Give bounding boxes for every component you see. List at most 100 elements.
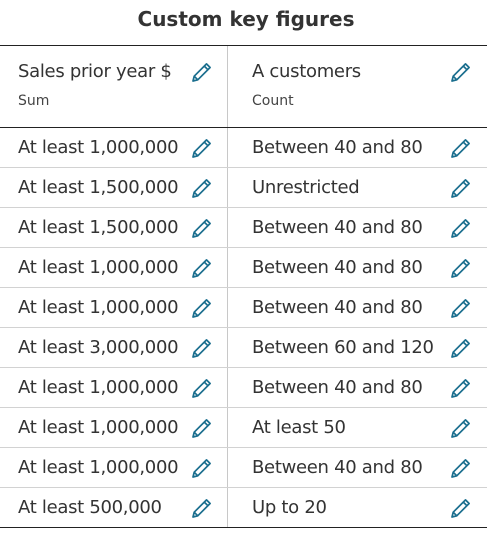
edit-customers-button[interactable]: [449, 376, 473, 400]
edit-sales-button[interactable]: [190, 256, 214, 280]
customers-cell: Between 40 and 80: [228, 288, 487, 327]
edit-sales-button[interactable]: [190, 456, 214, 480]
edit-sales-button[interactable]: [190, 136, 214, 160]
table-row: At least 1,500,000 Unrestricted: [0, 168, 487, 208]
customers-value: Between 40 and 80: [252, 137, 423, 158]
pencil-icon: [192, 339, 211, 358]
pencil-icon: [451, 459, 470, 478]
customers-value: Between 40 and 80: [252, 297, 423, 318]
edit-customers-button[interactable]: [449, 296, 473, 320]
table-row: At least 1,500,000 Between 40 and 80: [0, 208, 487, 248]
table-row: At least 3,000,000 Between 60 and 120: [0, 328, 487, 368]
pencil-icon: [451, 339, 470, 358]
sales-cell: At least 1,000,000: [0, 288, 228, 327]
column-header-sublabel: Count: [252, 93, 294, 109]
table-body: At least 1,000,000 Between 40 and 80 At le…: [0, 128, 487, 528]
sales-value: At least 3,000,000: [18, 337, 179, 358]
pencil-icon: [192, 419, 211, 438]
pencil-icon: [451, 419, 470, 438]
table-row: At least 1,000,000 Between 40 and 80: [0, 368, 487, 408]
column-header-customers: A customers Count: [228, 46, 487, 127]
page-title: Custom key figures: [137, 7, 355, 31]
sales-cell: At least 1,500,000: [0, 168, 228, 207]
edit-customers-button[interactable]: [449, 216, 473, 240]
table-row: At least 1,000,000 Between 40 and 80: [0, 128, 487, 168]
edit-customers-button[interactable]: [449, 456, 473, 480]
customers-value: Between 40 and 80: [252, 257, 423, 278]
sales-cell: At least 1,000,000: [0, 448, 228, 487]
sales-value: At least 1,500,000: [18, 177, 179, 198]
column-header-label: Sales prior year $: [18, 61, 172, 82]
pencil-icon: [451, 259, 470, 278]
sales-cell: At least 500,000: [0, 488, 228, 527]
customers-cell: Between 60 and 120: [228, 328, 487, 367]
sales-cell: At least 1,000,000: [0, 368, 228, 407]
edit-customers-button[interactable]: [449, 136, 473, 160]
table-row: At least 1,000,000 Between 40 and 80: [0, 448, 487, 488]
customers-value: Between 40 and 80: [252, 377, 423, 398]
customers-value: At least 50: [252, 417, 346, 438]
sales-cell: At least 1,000,000: [0, 128, 228, 167]
customers-cell: Between 40 and 80: [228, 128, 487, 167]
customers-cell: Between 40 and 80: [228, 448, 487, 487]
edit-sales-button[interactable]: [190, 416, 214, 440]
pencil-icon: [192, 179, 211, 198]
sales-cell: At least 1,000,000: [0, 248, 228, 287]
edit-customers-button[interactable]: [449, 336, 473, 360]
table-row: At least 500,000 Up to 20: [0, 488, 487, 528]
edit-customers-button[interactable]: [449, 496, 473, 520]
edit-customers-button[interactable]: [449, 416, 473, 440]
sales-value: At least 1,000,000: [18, 457, 179, 478]
sales-cell: At least 1,000,000: [0, 408, 228, 447]
sales-value: At least 1,000,000: [18, 137, 179, 158]
pencil-icon: [192, 499, 211, 518]
customers-value: Up to 20: [252, 497, 327, 518]
edit-column-button[interactable]: [190, 60, 214, 84]
edit-customers-button[interactable]: [449, 176, 473, 200]
column-header-label: A customers: [252, 61, 361, 82]
pencil-icon: [192, 139, 211, 158]
pencil-icon: [192, 379, 211, 398]
sales-value: At least 1,000,000: [18, 257, 179, 278]
pencil-icon: [451, 63, 470, 82]
pencil-icon: [451, 179, 470, 198]
sales-value: At least 1,500,000: [18, 217, 179, 238]
customers-value: Between 40 and 80: [252, 217, 423, 238]
customers-cell: Between 40 and 80: [228, 208, 487, 247]
table-row: At least 1,000,000 Between 40 and 80: [0, 288, 487, 328]
customers-cell: Between 40 and 80: [228, 248, 487, 287]
sales-value: At least 1,000,000: [18, 377, 179, 398]
sales-value: At least 1,000,000: [18, 297, 179, 318]
sales-cell: At least 1,500,000: [0, 208, 228, 247]
sales-cell: At least 3,000,000: [0, 328, 228, 367]
pencil-icon: [451, 139, 470, 158]
sales-value: At least 500,000: [18, 497, 162, 518]
pencil-icon: [192, 63, 211, 82]
customers-cell: At least 50: [228, 408, 487, 447]
customers-cell: Unrestricted: [228, 168, 487, 207]
pencil-icon: [192, 219, 211, 238]
edit-column-button[interactable]: [449, 60, 473, 84]
edit-sales-button[interactable]: [190, 216, 214, 240]
pencil-icon: [451, 219, 470, 238]
edit-sales-button[interactable]: [190, 176, 214, 200]
key-figures-table: Sales prior year $ Sum A customers Count…: [0, 45, 487, 528]
column-header-sublabel: Sum: [18, 93, 50, 109]
table-row: At least 1,000,000 Between 40 and 80: [0, 248, 487, 288]
customers-cell: Up to 20: [228, 488, 487, 527]
table-header-row: Sales prior year $ Sum A customers Count: [0, 46, 487, 128]
table-row: At least 1,000,000 At least 50: [0, 408, 487, 448]
sales-value: At least 1,000,000: [18, 417, 179, 438]
edit-sales-button[interactable]: [190, 496, 214, 520]
edit-sales-button[interactable]: [190, 296, 214, 320]
pencil-icon: [451, 299, 470, 318]
column-header-sales: Sales prior year $ Sum: [0, 46, 228, 127]
customers-value: Unrestricted: [252, 177, 360, 198]
edit-customers-button[interactable]: [449, 256, 473, 280]
edit-sales-button[interactable]: [190, 376, 214, 400]
pencil-icon: [192, 459, 211, 478]
edit-sales-button[interactable]: [190, 336, 214, 360]
customers-value: Between 40 and 80: [252, 457, 423, 478]
customers-value: Between 60 and 120: [252, 337, 434, 358]
pencil-icon: [192, 259, 211, 278]
